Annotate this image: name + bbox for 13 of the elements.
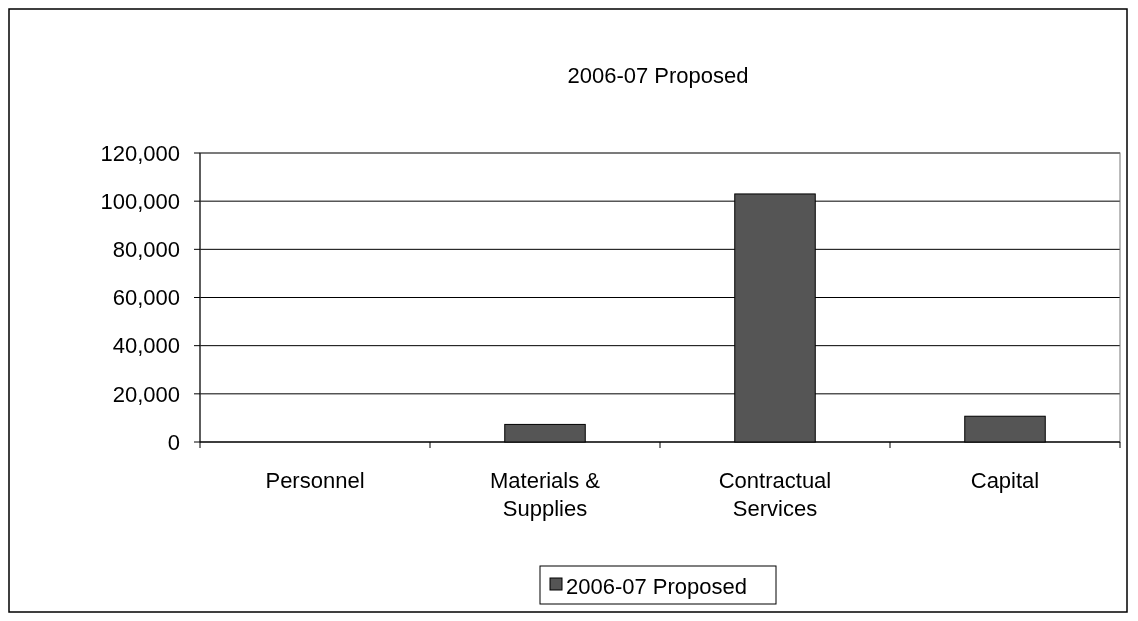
y-tick-label: 100,000 (100, 188, 180, 214)
x-tick-label: Contractual Services (718, 468, 832, 521)
y-tick-label: 0 (167, 429, 180, 455)
x-tick-label: Personnel (265, 468, 365, 493)
legend-label: 2006-07 Proposed (566, 573, 748, 599)
y-tick-label: 60,000 (112, 285, 180, 311)
chart-title: 2006-07 Proposed (567, 63, 749, 88)
y-tick-label: 40,000 (112, 333, 180, 359)
y-tick-label: 20,000 (112, 381, 180, 407)
x-tick-label: Materials & Supplies (489, 468, 601, 521)
y-tick-label: 120,000 (100, 140, 180, 166)
x-tick-label: Capital (970, 468, 1040, 493)
y-tick-label: 80,000 (112, 237, 180, 263)
